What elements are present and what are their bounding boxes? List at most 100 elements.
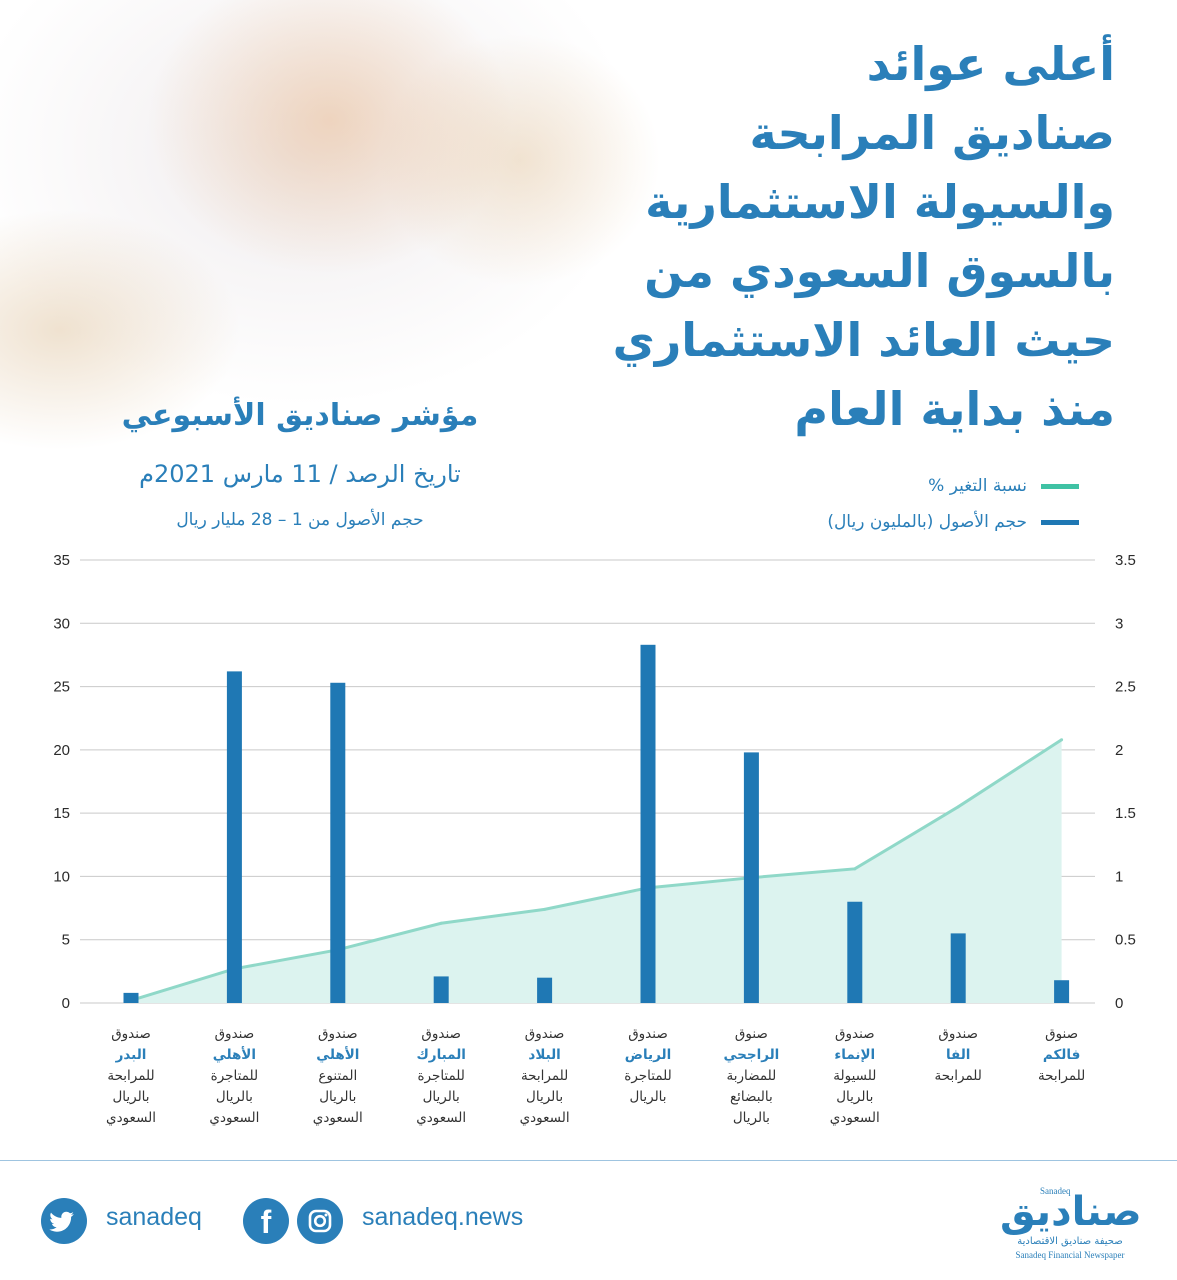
chart-title: مؤشر صناديق الأسبوعي [121, 398, 479, 433]
legend-item-assets: حجم الأصول (بالمليون ريال) [827, 512, 1079, 532]
category-label-line: صندوق [317, 1026, 358, 1042]
y-right-tick-label: 0 [1115, 995, 1123, 1010]
asset-bar [433, 976, 449, 1003]
category-label-line: بالبضائع [729, 1089, 773, 1105]
y-right-tick-label: 2 [1115, 742, 1123, 759]
category-label-line: البلاد [528, 1047, 561, 1063]
category-label-line: السعودي [209, 1110, 260, 1126]
monitor-date: تاريخ الرصد / 11 مارس 2021م [139, 460, 461, 488]
category-label-line: للسيولة [833, 1068, 877, 1084]
category-label-line: للمرابحة [934, 1068, 982, 1084]
headline-line: بالسوق السعودي من [644, 244, 1115, 298]
instagram-icon[interactable] [297, 1198, 343, 1244]
category-label-line: صنوق [734, 1026, 768, 1042]
category-label-line: الإنماء [834, 1047, 876, 1063]
category-label-line: السعودي [416, 1110, 467, 1126]
y-right-tick-label: 1 [1115, 868, 1123, 885]
change-line [130, 738, 1063, 1002]
change-point [956, 805, 960, 809]
asset-bar [226, 671, 242, 1003]
category-label: صندوق الأهلي للمتاجرة بالريال السعودي [186, 1024, 282, 1129]
legend-label: نسبة التغير % [928, 476, 1027, 496]
category-label-line: بالريال [836, 1089, 874, 1105]
category-label-line: بالريال [215, 1089, 253, 1105]
logo-tagline-arabic: صحيفة صناديق الاقتصادية [1017, 1236, 1123, 1247]
category-label-line: بالريال [526, 1089, 564, 1105]
change-point [439, 921, 443, 925]
asset-bar [847, 901, 863, 1003]
logo-tagline-english: Sanadeq Financial Newspaper [1015, 1250, 1125, 1260]
footer-divider [0, 1160, 1177, 1161]
change-point [1060, 738, 1064, 742]
legend-item-change: نسبة التغير % [928, 476, 1079, 496]
category-label-line: بالريال [112, 1089, 150, 1105]
y-right-tick-label: 3 [1115, 615, 1123, 632]
category-label-line: للمرابحة [1037, 1068, 1086, 1084]
asset-bar [950, 933, 966, 1003]
category-label-line: المتنوع [318, 1068, 358, 1084]
category-label: صنوق فالكم للمرابحة [1014, 1024, 1110, 1087]
logo-english-small: Sanadeq [1040, 1186, 1071, 1196]
headline-line: حيث العائد الاستثماري [612, 313, 1115, 367]
asset-bar [640, 644, 656, 1003]
category-label-line: الفا [945, 1047, 971, 1063]
category-label: صندوق البلاد للمرابحة بالريال السعودي [497, 1024, 593, 1129]
asset-bar [1054, 980, 1070, 1003]
twitter-icon[interactable] [41, 1198, 87, 1244]
change-point [543, 907, 547, 911]
category-label-line: بالريال [422, 1089, 460, 1105]
y-right-tick-label: 2.5 [1115, 679, 1136, 696]
y-left-tick-label: 10 [53, 868, 70, 885]
category-label-line: بالريال [319, 1089, 357, 1105]
category-label-line: السعودي [106, 1110, 156, 1126]
category-label-line: صنوق [1045, 1026, 1079, 1042]
category-label-line: صندوق [628, 1026, 668, 1042]
category-label-line: صندوق [524, 1026, 565, 1042]
headline-line: منذ بداية العام [794, 382, 1115, 436]
y-right-tick-label: 1.5 [1115, 805, 1136, 822]
y-left-tick-label: 20 [53, 742, 70, 759]
legend-label: حجم الأصول (بالمليون ريال) [827, 512, 1027, 532]
category-label-line: للمرابحة [520, 1068, 569, 1084]
change-point [853, 867, 857, 871]
category-label-line: للمتاجرة [417, 1068, 465, 1084]
y-left-tick-label: 0 [62, 995, 70, 1010]
y-right-tick-label: 0.5 [1115, 932, 1136, 949]
y-left-tick-label: 5 [62, 932, 70, 949]
category-label: صندوق البدر للمرابحة بالريال السعودي [83, 1024, 179, 1129]
category-label-line: للمتاجرة [624, 1068, 672, 1084]
facebook-icon[interactable]: f [243, 1198, 289, 1244]
category-label: صندوق الفا للمرابحة [910, 1024, 1006, 1087]
y-right-tick-label: 3.5 [1115, 552, 1136, 569]
twitter-handle[interactable]: sanadeq [106, 1203, 202, 1231]
asset-bar [537, 977, 553, 1003]
category-label-line: الأهلي [316, 1047, 360, 1063]
legend-swatch-bar [1041, 519, 1079, 525]
category-label-line: فالكم [1042, 1047, 1081, 1063]
category-label-line: بالريال [629, 1089, 667, 1105]
asset-bar [330, 682, 346, 1003]
asset-bar [743, 752, 759, 1003]
headline-line: صناديق المرابحة [749, 106, 1115, 160]
category-label-line: بالريال [732, 1110, 770, 1126]
change-area [131, 739, 1062, 1003]
category-label: صندوق المبارك للمتاجرة بالريال السعودي [393, 1024, 489, 1129]
category-label-line: الراجحي [723, 1047, 780, 1063]
sanadeq-logo: صناديق [1000, 1189, 1142, 1235]
chart: 0 0 5 0.5 10 1 15 1.5 20 2 25 2.5 30 3 35 3.5 [53, 552, 1136, 1010]
category-label-line: للمتاجرة [210, 1068, 259, 1084]
category-label-line: صندوق [421, 1026, 461, 1042]
category-label: صندوق الأهلي المتنوع بالريال السعودي [290, 1024, 386, 1129]
category-label-line: السعودي [519, 1110, 570, 1126]
legend-swatch-line [1041, 483, 1079, 489]
category-label: صنوق الراجحي للمضاربة بالبضائع بالريال [703, 1024, 799, 1129]
category-label: صندوق الإنماء للسيولة بالريال السعودي [807, 1024, 903, 1129]
category-label-line: الرياض [624, 1047, 672, 1063]
category-label-line: صندوق [111, 1026, 151, 1042]
y-left-tick-label: 25 [53, 679, 70, 696]
website-handle[interactable]: sanadeq.news [362, 1203, 524, 1231]
category-label-line: البدر [115, 1047, 147, 1063]
category-label-line: السعودي [312, 1110, 363, 1126]
category-label-line: السعودي [829, 1110, 880, 1126]
headline-line: أعلى عوائد [866, 37, 1115, 91]
